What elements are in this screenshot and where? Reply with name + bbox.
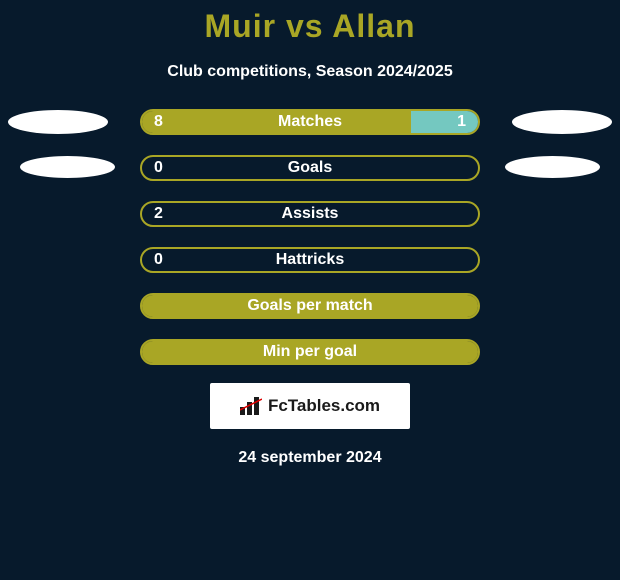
stat-bar: Hattricks0	[140, 247, 480, 273]
stat-bar: Matches81	[140, 109, 480, 135]
stat-row-mpg: Min per goal	[0, 339, 620, 365]
stat-label: Assists	[142, 205, 478, 223]
bar-fill-left	[142, 341, 478, 363]
stat-row-goals: Goals0	[0, 155, 620, 181]
stat-row-matches: Matches81	[0, 109, 620, 135]
bar-fill-left	[142, 111, 411, 133]
subtitle: Club competitions, Season 2024/2025	[0, 63, 620, 81]
comparison-card: Muir vs Allan Club competitions, Season …	[0, 0, 620, 467]
stat-row-hattricks: Hattricks0	[0, 247, 620, 273]
player-shadow-right	[505, 156, 600, 178]
stat-bar: Min per goal	[140, 339, 480, 365]
stat-row-gpm: Goals per match	[0, 293, 620, 319]
stats-list: Matches81Goals0Assists2Hattricks0Goals p…	[0, 109, 620, 365]
stat-label: Hattricks	[142, 251, 478, 269]
stat-value-left: 0	[154, 159, 163, 177]
bar-fill-left	[142, 295, 478, 317]
fctables-logo: FcTables.com	[210, 383, 410, 429]
stat-bar: Goals0	[140, 155, 480, 181]
bar-chart-icon	[240, 397, 262, 415]
stat-value-left: 0	[154, 251, 163, 269]
date-label: 24 september 2024	[0, 449, 620, 467]
logo-text: FcTables.com	[268, 396, 380, 416]
player-shadow-left	[8, 110, 108, 134]
stat-label: Goals	[142, 159, 478, 177]
player-shadow-right	[512, 110, 612, 134]
stat-row-assists: Assists2	[0, 201, 620, 227]
page-title: Muir vs Allan	[0, 8, 620, 45]
bar-fill-right	[411, 111, 478, 133]
stat-bar: Goals per match	[140, 293, 480, 319]
stat-bar: Assists2	[140, 201, 480, 227]
player-shadow-left	[20, 156, 115, 178]
stat-value-left: 2	[154, 205, 163, 223]
